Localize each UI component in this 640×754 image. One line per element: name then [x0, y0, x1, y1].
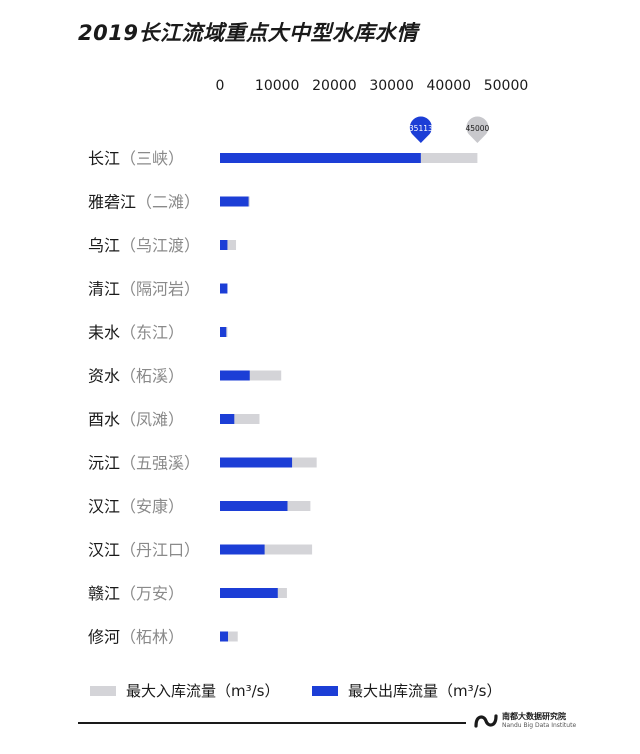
- legend-swatch-outflow: [312, 685, 338, 696]
- category-label: 酉水（凤滩）: [88, 410, 184, 429]
- legend-item-outflow: 最大出库流量（m³/s）: [312, 680, 502, 701]
- legend-label-inflow: 最大入库流量（m³/s）: [126, 682, 280, 700]
- x-tick-label: 50000: [484, 78, 529, 94]
- bar-outflow: [220, 588, 278, 598]
- bar-chart: 0 10000 20000 30000 40000 50000 长江（三峡） 雅砻江（二滩） 乌…: [88, 78, 529, 647]
- category-label: 汉江（丹江口）: [88, 541, 200, 560]
- logo-text-en: Nandu Big Data Institute: [502, 722, 577, 729]
- category-river: 酉水: [88, 410, 120, 429]
- bar-outflow: [220, 283, 228, 294]
- category-river: 赣江: [88, 584, 120, 603]
- category-station: （乌江渡）: [120, 236, 200, 255]
- bar-outflow: [220, 544, 265, 555]
- category-label: 耒水（东江）: [88, 323, 184, 342]
- bar-outflow: [220, 414, 235, 424]
- bar-outflow: [220, 240, 228, 250]
- category-label: 汉江（安康）: [88, 497, 184, 516]
- category-river: 耒水: [88, 323, 120, 342]
- category-river: 沅江: [88, 454, 120, 473]
- bar-outflow: [220, 501, 288, 511]
- chart-title: 2019长江流域重点大中型水库水情: [78, 21, 418, 45]
- bar-inflow: [220, 370, 282, 381]
- bar-inflow: [220, 544, 313, 555]
- footer-divider: [78, 722, 466, 724]
- category-station: （安康）: [120, 497, 184, 516]
- category-river: 资水: [88, 367, 120, 386]
- category-station: （五强溪）: [120, 454, 200, 473]
- legend: 最大入库流量（m³/s） 最大出库流量（m³/s）: [0, 680, 640, 700]
- value-pin-marker: [466, 116, 489, 143]
- legend-swatch-inflow: [90, 685, 116, 696]
- institute-logo: 南都大数据研究院 Nandu Big Data Institute: [474, 712, 576, 730]
- category-station: （凤滩）: [120, 410, 184, 429]
- category-river: 修河: [88, 628, 120, 647]
- category-river: 雅砻江: [88, 193, 136, 212]
- x-tick-label: 40000: [427, 78, 472, 94]
- nandu-logo-icon: [474, 714, 498, 728]
- category-river: 长江: [88, 149, 120, 168]
- value-pin-marker: [409, 116, 432, 143]
- category-station: （东江）: [120, 323, 184, 342]
- x-tick-label: 10000: [255, 78, 300, 94]
- category-label: 乌江（乌江渡）: [88, 236, 200, 255]
- bar-inflow: [220, 240, 237, 250]
- category-river: 汉江: [88, 541, 120, 560]
- category-station: （三峡）: [120, 149, 184, 168]
- category-river: 清江: [88, 280, 120, 299]
- category-station: （柘溪）: [120, 367, 184, 386]
- bar-outflow: [220, 196, 249, 207]
- category-station: （万安）: [120, 584, 184, 603]
- logo-text-cn: 南都大数据研究院: [502, 712, 566, 721]
- x-tick-label: 30000: [369, 78, 414, 94]
- x-tick-label: 20000: [312, 78, 357, 94]
- category-station: （柘林）: [120, 628, 184, 647]
- category-station: （二滩）: [136, 193, 200, 212]
- legend-label-outflow: 最大出库流量（m³/s）: [348, 682, 502, 700]
- value-pin-label: 35113: [409, 124, 433, 133]
- bar-inflow: [220, 631, 238, 642]
- category-label: 资水（柘溪）: [88, 367, 184, 386]
- bar-outflow: [220, 327, 227, 337]
- bar-outflow: [220, 457, 293, 468]
- bar-outflow: [220, 153, 421, 163]
- category-station: （隔河岩）: [120, 280, 200, 299]
- category-river: 乌江: [88, 236, 120, 255]
- legend-item-inflow: 最大入库流量（m³/s）: [90, 680, 280, 701]
- category-label: 清江（隔河岩）: [88, 280, 200, 299]
- value-pin-label: 45000: [465, 124, 489, 133]
- bar-outflow: [220, 370, 250, 381]
- category-label: 沅江（五强溪）: [88, 454, 200, 473]
- category-river: 汉江: [88, 497, 120, 516]
- bar-outflow: [220, 631, 229, 642]
- category-label: 雅砻江（二滩）: [88, 193, 200, 212]
- category-label: 赣江（万安）: [88, 584, 184, 603]
- bar-inflow: [220, 414, 260, 424]
- category-label: 修河（柘林）: [88, 628, 184, 647]
- category-station: （丹江口）: [120, 541, 200, 560]
- category-label: 长江（三峡）: [88, 149, 184, 168]
- x-tick-label: 0: [216, 78, 225, 94]
